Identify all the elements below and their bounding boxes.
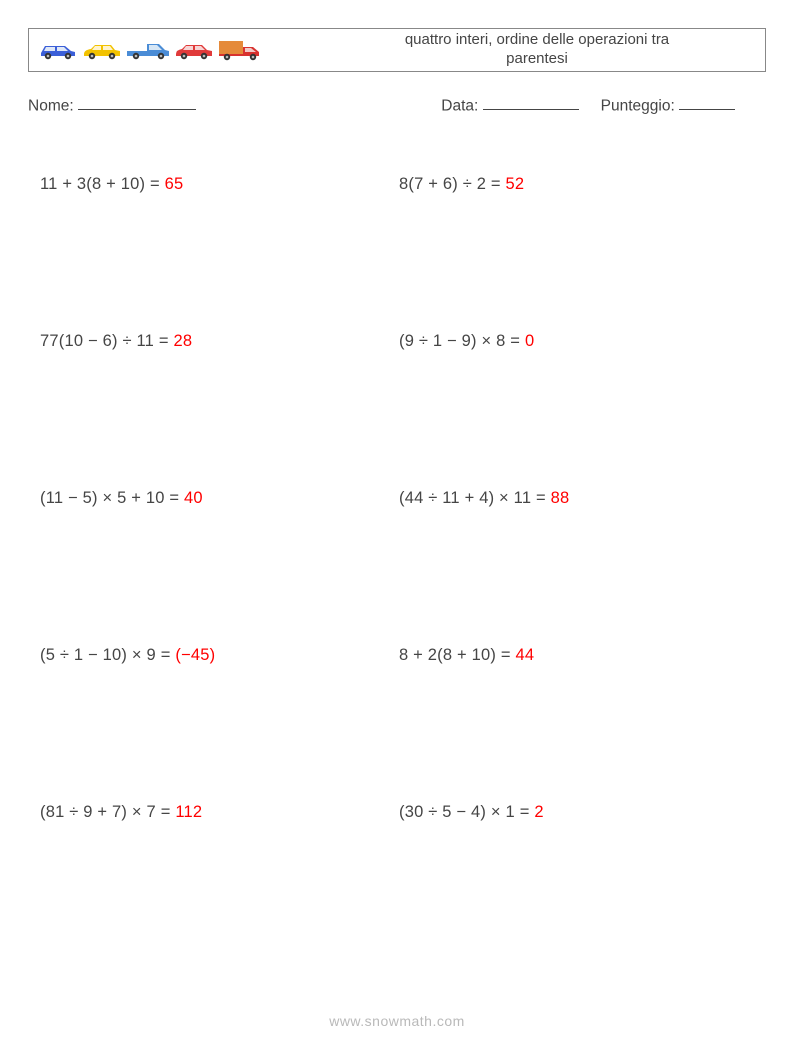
score-label: Punteggio: bbox=[601, 97, 675, 114]
problem-answer: 2 bbox=[534, 803, 543, 821]
car-red-icon bbox=[173, 39, 215, 61]
title-line2: parentesi bbox=[506, 50, 568, 67]
problem-expression: 8(7 + 6) ÷ 2 = bbox=[399, 175, 506, 193]
header-box: quattro interi, ordine delle operazioni … bbox=[28, 28, 766, 72]
date-blank bbox=[483, 94, 579, 110]
problem-answer: 52 bbox=[506, 175, 525, 193]
problem-answer: 44 bbox=[515, 646, 534, 664]
problem-expression: (11 − 5) × 5 + 10 = bbox=[40, 489, 184, 507]
problem-row: (11 − 5) × 5 + 10 = 40 (44 ÷ 11 + 4) × 1… bbox=[40, 489, 758, 508]
problem-cell: (9 ÷ 1 − 9) × 8 = 0 bbox=[399, 332, 758, 351]
problem-answer: 112 bbox=[175, 803, 202, 821]
problem-expression: (81 ÷ 9 + 7) × 7 = bbox=[40, 803, 175, 821]
footer-watermark: www.snowmath.com bbox=[0, 1013, 794, 1029]
name-label: Nome: bbox=[28, 97, 74, 114]
problem-expression: (44 ÷ 11 + 4) × 11 = bbox=[399, 489, 551, 507]
problem-answer: 65 bbox=[165, 175, 184, 193]
problem-answer: 28 bbox=[173, 332, 192, 350]
meta-row: Nome: Data: Punteggio: bbox=[28, 94, 766, 115]
problem-expression: 77(10 − 6) ÷ 11 = bbox=[40, 332, 173, 350]
problem-cell: 77(10 − 6) ÷ 11 = 28 bbox=[40, 332, 399, 351]
score-blank bbox=[679, 94, 735, 110]
problem-cell: (11 − 5) × 5 + 10 = 40 bbox=[40, 489, 399, 508]
problem-cell: (30 ÷ 5 − 4) × 1 = 2 bbox=[399, 803, 758, 822]
problem-expression: (30 ÷ 5 − 4) × 1 = bbox=[399, 803, 534, 821]
name-field: Nome: bbox=[28, 94, 441, 115]
problem-cell: (5 ÷ 1 − 10) × 9 = (−45) bbox=[40, 646, 399, 665]
problem-answer: (−45) bbox=[175, 646, 215, 664]
car-yellow-icon bbox=[81, 39, 123, 61]
score-field: Punteggio: bbox=[601, 94, 735, 115]
name-blank bbox=[78, 94, 196, 110]
problem-expression: (5 ÷ 1 − 10) × 9 = bbox=[40, 646, 175, 664]
problem-expression: (9 ÷ 1 − 9) × 8 = bbox=[399, 332, 525, 350]
date-field: Data: bbox=[441, 94, 578, 115]
problems-grid: 11 + 3(8 + 10) = 65 8(7 + 6) ÷ 2 = 52 77… bbox=[28, 175, 766, 822]
problem-cell: (81 ÷ 9 + 7) × 7 = 112 bbox=[40, 803, 399, 822]
problem-row: (81 ÷ 9 + 7) × 7 = 112 (30 ÷ 5 − 4) × 1 … bbox=[40, 803, 758, 822]
problem-answer: 40 bbox=[184, 489, 203, 507]
problem-cell: 11 + 3(8 + 10) = 65 bbox=[40, 175, 399, 194]
vehicle-icons bbox=[37, 38, 263, 62]
problem-expression: 11 + 3(8 + 10) = bbox=[40, 175, 165, 193]
pickup-blue-icon bbox=[125, 39, 171, 61]
truck-red-icon bbox=[217, 38, 263, 62]
problem-row: (5 ÷ 1 − 10) × 9 = (−45) 8 + 2(8 + 10) =… bbox=[40, 646, 758, 665]
worksheet-page: quattro interi, ordine delle operazioni … bbox=[0, 0, 794, 1053]
car-blue-icon bbox=[37, 39, 79, 61]
problem-cell: (44 ÷ 11 + 4) × 11 = 88 bbox=[399, 489, 758, 508]
date-label: Data: bbox=[441, 97, 478, 114]
problem-row: 77(10 − 6) ÷ 11 = 28 (9 ÷ 1 − 9) × 8 = 0 bbox=[40, 332, 758, 351]
problem-answer: 0 bbox=[525, 332, 534, 350]
problem-expression: 8 + 2(8 + 10) = bbox=[399, 646, 515, 664]
problem-cell: 8(7 + 6) ÷ 2 = 52 bbox=[399, 175, 758, 194]
title-line1: quattro interi, ordine delle operazioni … bbox=[405, 31, 669, 48]
worksheet-title: quattro interi, ordine delle operazioni … bbox=[263, 31, 757, 69]
problem-row: 11 + 3(8 + 10) = 65 8(7 + 6) ÷ 2 = 52 bbox=[40, 175, 758, 194]
problem-cell: 8 + 2(8 + 10) = 44 bbox=[399, 646, 758, 665]
problem-answer: 88 bbox=[551, 489, 570, 507]
